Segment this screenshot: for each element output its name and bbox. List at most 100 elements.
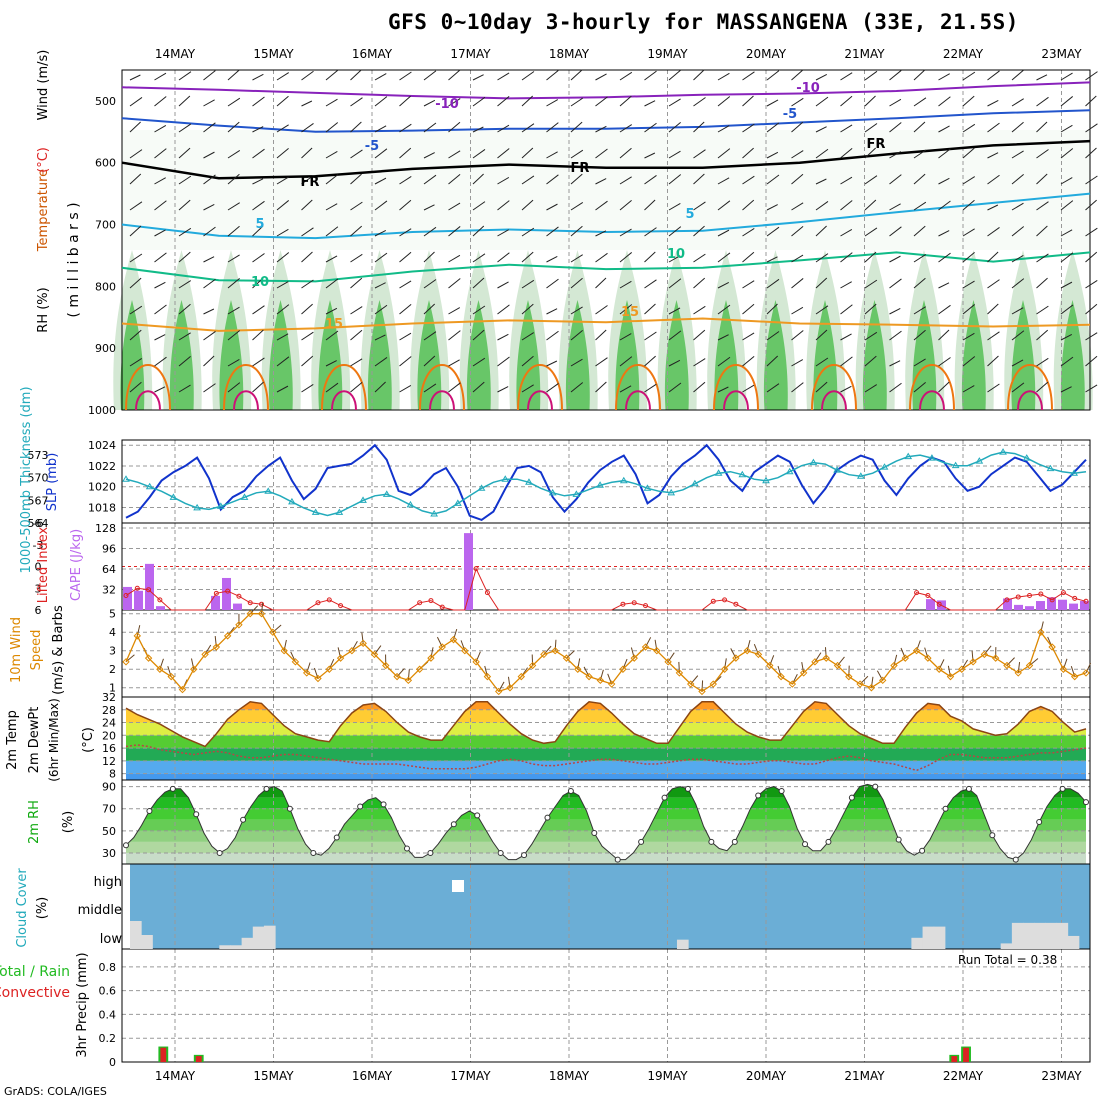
temperature-unit-label: (°C) — [36, 147, 51, 173]
wind-barb — [766, 303, 778, 315]
wind-barb — [913, 173, 926, 185]
wind-barb — [350, 201, 363, 211]
wind-barb — [864, 384, 878, 393]
thickness-line — [125, 451, 1087, 517]
rh-point — [403, 845, 410, 852]
wind-speed-point — [1014, 669, 1022, 677]
lifted-index-point — [1060, 590, 1066, 596]
wind-barb — [840, 356, 853, 367]
wind-barb — [350, 329, 363, 341]
rh-point — [216, 849, 223, 856]
wind-speed-point — [743, 647, 751, 655]
wind-barb — [154, 356, 167, 367]
wind-barb — [448, 359, 460, 367]
rh-point — [357, 803, 364, 810]
wind-barb — [448, 98, 461, 107]
cape-ytick-label: 32 — [102, 584, 116, 597]
wind-barb — [325, 330, 339, 341]
precip-axis-label: 3hr Precip (mm) — [75, 952, 90, 1057]
wind-barb — [840, 304, 853, 315]
surface-contour-25 — [723, 390, 749, 411]
lifted-index-point — [326, 597, 332, 603]
wind-barb — [154, 200, 167, 211]
wind-barb — [913, 358, 926, 367]
wind-barb — [595, 178, 607, 185]
wind-barb — [962, 199, 975, 211]
temp-ytick-label: 24 — [102, 717, 116, 730]
wind-barb — [472, 381, 485, 393]
wind-barb — [129, 97, 143, 107]
low-cloud-bar — [241, 937, 254, 949]
temp-band — [126, 760, 1086, 774]
lifted-index-point — [123, 593, 129, 598]
wind-barb-10m — [701, 680, 704, 692]
lifted-index-point — [914, 590, 920, 596]
wind-speed-point — [901, 654, 910, 662]
top-date-label: 17MAY — [450, 47, 491, 61]
wind-barb — [815, 201, 829, 211]
rh2m-axis-label: 2m RH — [27, 800, 42, 844]
wind-barb-10m — [746, 639, 751, 651]
surface-contour-20 — [909, 364, 955, 411]
wind-barb — [987, 355, 999, 367]
rh-point — [521, 852, 528, 859]
thickness-point — [809, 458, 818, 466]
wind-barb — [913, 329, 926, 341]
temp-ytick-label: 32 — [102, 691, 116, 704]
wind-barb — [644, 383, 657, 393]
profile-ytick-label: 1000 — [88, 404, 116, 417]
wind-speed-point — [867, 684, 876, 692]
lifted-index-point — [1083, 598, 1089, 604]
wind-barb — [350, 277, 363, 289]
profile-ytick-label: 600 — [95, 157, 116, 170]
wind-barb — [1011, 278, 1025, 289]
thickness-ytick-label: 573 — [28, 449, 49, 462]
rh-band — [126, 852, 1086, 864]
thickness-point — [453, 499, 462, 506]
wind-barb — [595, 252, 608, 263]
rh-point — [1036, 819, 1043, 825]
wind-barb — [1011, 174, 1024, 185]
wind-barb — [913, 225, 926, 237]
temp-band — [126, 709, 1086, 723]
wind-barb — [1036, 121, 1048, 133]
contour-label: FR — [867, 137, 886, 152]
wind-barb — [423, 383, 437, 393]
wind-barb — [350, 381, 363, 393]
wind-barb — [154, 148, 167, 159]
wind-barb — [815, 357, 829, 367]
wind-barb-10m — [484, 665, 488, 677]
wind-barb — [129, 305, 143, 315]
cape-bar — [145, 563, 154, 610]
wind-barb — [766, 174, 780, 185]
wind-barb — [791, 382, 804, 393]
wind-barb — [276, 147, 289, 159]
wind-barb — [252, 126, 264, 133]
wind-barb — [497, 177, 510, 185]
precip-convective-bar — [963, 1047, 969, 1062]
wind-barb — [693, 201, 706, 211]
wind-speed-point — [393, 672, 401, 681]
wind-barb — [595, 381, 607, 393]
thickness-point — [1070, 469, 1079, 476]
wind-barb — [987, 204, 999, 211]
cape-bar — [1058, 599, 1067, 610]
wind-barb — [276, 281, 289, 289]
wind-barb — [962, 332, 975, 341]
wind-barb — [1036, 74, 1048, 81]
wind-barb — [276, 356, 290, 367]
wind-barb — [1085, 199, 1097, 211]
wind-barb — [546, 278, 559, 289]
contour-label: 15 — [325, 317, 343, 332]
wind-barb-10m — [724, 658, 727, 670]
wind-speed-point — [811, 658, 819, 666]
rh-point — [848, 794, 855, 801]
bottom-date-label: 14MAY — [155, 1069, 196, 1083]
wind-speed-point — [958, 665, 966, 673]
wind-barb — [619, 71, 633, 81]
rh-point — [825, 838, 832, 845]
wind-speed-point — [878, 676, 887, 685]
wind-barb — [472, 74, 484, 81]
wind-barb-10m — [870, 676, 874, 688]
wind-barb — [399, 304, 412, 315]
